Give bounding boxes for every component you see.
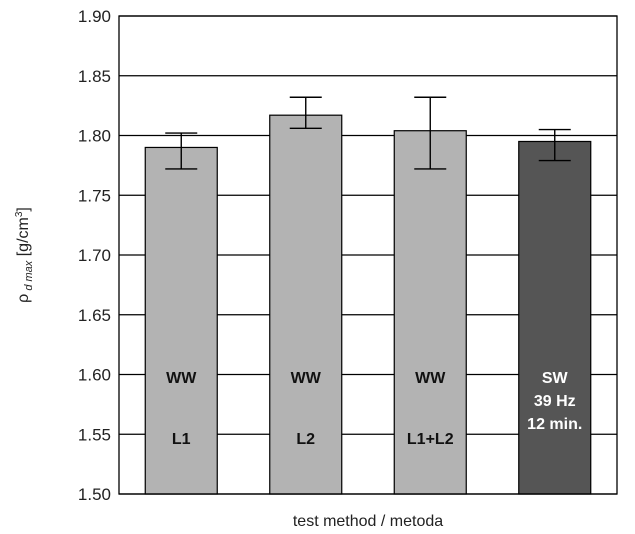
bar-labels: WW L1 WW L2 WW L1+L2 SW 39 Hz 12 min. <box>166 370 582 448</box>
y-tick-label: 1.85 <box>78 67 111 86</box>
bar-label: L1 <box>172 431 191 448</box>
y-tick-label: 1.50 <box>78 485 111 504</box>
y-tick-label: 1.60 <box>78 366 111 385</box>
y-tick-label: 1.75 <box>78 186 111 205</box>
bar-label: L1+L2 <box>407 431 454 448</box>
y-axis-label: ρ d max [g/cm3] <box>14 207 35 303</box>
y-tick-label: 1.90 <box>78 7 111 26</box>
bar-label: L2 <box>296 431 315 448</box>
bar <box>518 140 592 495</box>
y-tick-label: 1.55 <box>78 425 111 444</box>
y-tick-label: 1.80 <box>78 127 111 146</box>
y-tick-label: 1.70 <box>78 246 111 265</box>
plot-frame <box>118 15 618 495</box>
bar-label: 12 min. <box>527 416 582 433</box>
y-tick-labels: 1.50 1.55 1.60 1.65 1.70 1.75 1.80 1.85 1.90 <box>78 7 111 504</box>
bar-label: WW <box>291 370 322 387</box>
bars <box>144 114 592 495</box>
bar-label: 39 Hz <box>534 393 576 410</box>
error-bars <box>165 96 571 170</box>
bar-label: SW <box>542 370 569 387</box>
bar <box>144 146 218 495</box>
bar-label: WW <box>415 370 446 387</box>
y-tick-label: 1.65 <box>78 306 111 325</box>
bar-label: WW <box>166 370 197 387</box>
x-axis-label: test method / metoda <box>293 513 443 530</box>
